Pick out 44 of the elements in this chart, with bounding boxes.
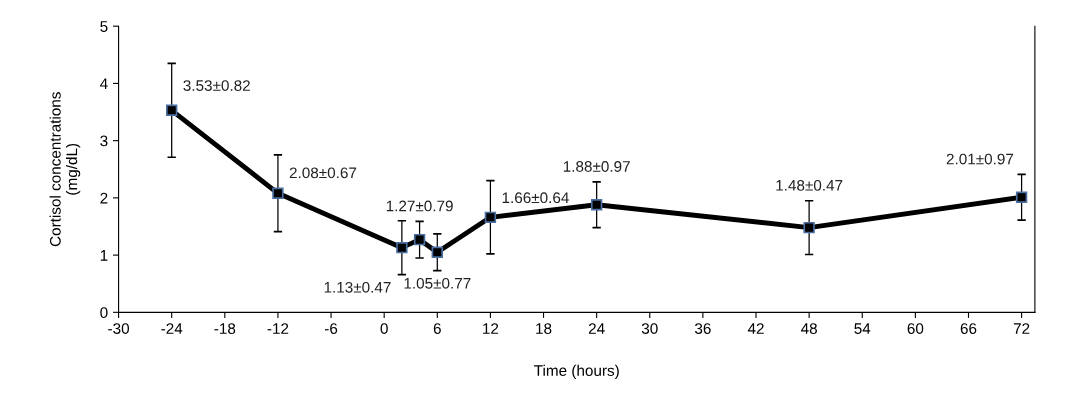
y-axis-title: Cortisol concentrations (mg/dL) [49, 92, 81, 247]
x-tick-label: 0 [380, 323, 388, 334]
y-tick-label: 1 [100, 250, 108, 261]
y-tick-label: 0 [100, 307, 108, 319]
point [1015, 191, 1028, 203]
x-tick-label: 30 [641, 323, 658, 334]
x-tick-label: 60 [907, 323, 924, 334]
x-tick-label: 42 [747, 323, 764, 334]
x-tick-label: 18 [536, 323, 552, 334]
data-label: 1.48±0.47 [776, 179, 843, 191]
data-label: 1.13±0.47 [324, 281, 391, 293]
data-label: 2.01±0.97 [946, 153, 1014, 165]
x-tick-label: -30 [108, 323, 130, 334]
y-tick-label: 2 [100, 192, 108, 204]
data-label: 1.27±0.79 [386, 200, 453, 212]
x-tick-label: 66 [960, 323, 977, 334]
point [413, 233, 426, 246]
x-tick-label: -12 [267, 323, 289, 334]
data-label: 3.53±0.82 [183, 80, 250, 91]
data-label: 1.66±0.64 [502, 192, 569, 204]
x-tick-label: 72 [1013, 323, 1030, 334]
x-tick-label: 24 [588, 323, 605, 334]
point [431, 246, 443, 258]
data-label: 1.05±0.77 [404, 277, 471, 289]
point [396, 241, 408, 254]
x-axis-title: Time (hours) [534, 364, 619, 379]
point [484, 211, 497, 224]
y-tick-label: 5 [100, 21, 108, 32]
point [166, 104, 178, 117]
data-label: 2.08±0.67 [289, 167, 357, 179]
x-tick-label: 36 [694, 323, 711, 334]
y-tick-label: 3 [100, 135, 108, 147]
point [590, 199, 603, 211]
x-tick-label: -18 [214, 323, 236, 334]
x-tick-label: -24 [161, 323, 183, 334]
point [272, 187, 284, 199]
x-tick-label: 48 [800, 323, 817, 334]
point [803, 221, 815, 234]
x-tick-label: 6 [433, 323, 441, 334]
x-tick-label: -6 [324, 323, 338, 334]
x-tick-label: 54 [854, 323, 871, 334]
x-tick-label: 12 [483, 323, 499, 334]
data-label: 1.88±0.97 [563, 161, 630, 172]
y-tick-label: 4 [100, 78, 108, 89]
